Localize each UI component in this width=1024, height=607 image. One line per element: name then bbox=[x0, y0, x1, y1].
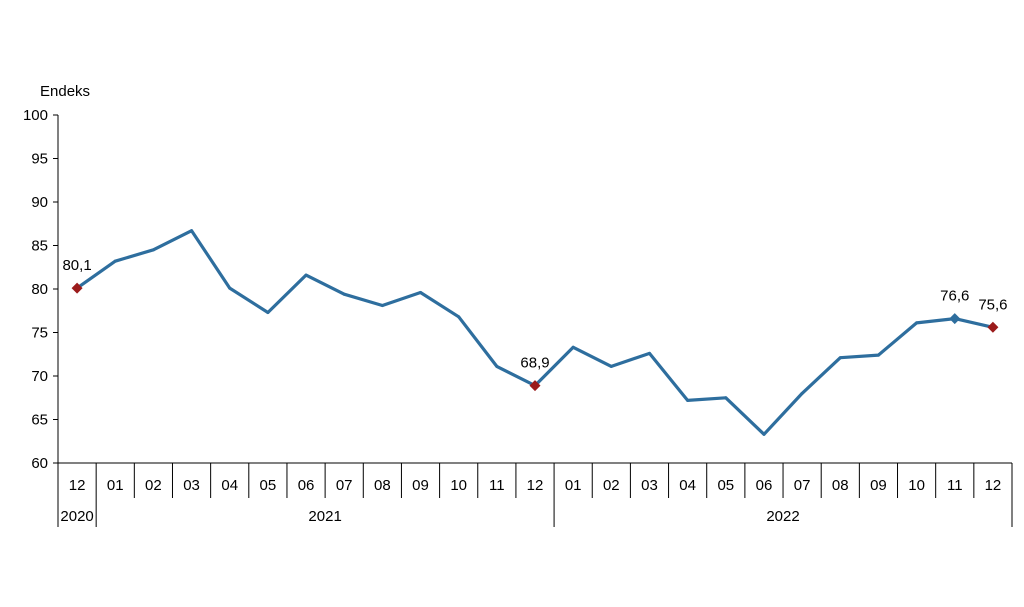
x-tick-label: 04 bbox=[679, 477, 696, 494]
data-point bbox=[228, 286, 232, 290]
data-point bbox=[571, 345, 575, 349]
y-tick-label: 85 bbox=[31, 238, 48, 255]
x-tick-label: 09 bbox=[870, 477, 887, 494]
data-point bbox=[113, 259, 117, 263]
data-point bbox=[724, 396, 728, 400]
x-tick-label: 01 bbox=[107, 477, 124, 494]
diamond-marker bbox=[949, 313, 961, 325]
x-tick-label: 06 bbox=[298, 477, 315, 494]
year-labels: 2020 2021 2022 bbox=[60, 508, 799, 525]
data-point bbox=[266, 310, 270, 314]
data-point bbox=[800, 391, 804, 395]
series-group bbox=[75, 229, 995, 436]
data-label-group: 80,1 68,9 76,6 75,6 bbox=[62, 257, 1007, 371]
data-point bbox=[190, 229, 194, 233]
x-tick-label: 02 bbox=[603, 477, 620, 494]
x-tick-label: 11 bbox=[947, 477, 963, 494]
data-point bbox=[609, 364, 613, 368]
diamond-marker bbox=[987, 321, 999, 333]
data-point bbox=[915, 321, 919, 325]
x-tick-label: 08 bbox=[374, 477, 391, 494]
year-label: 2021 bbox=[308, 508, 341, 525]
data-label: 80,1 bbox=[62, 257, 91, 274]
y-tick-label: 65 bbox=[31, 412, 48, 429]
year-label: 2020 bbox=[60, 508, 93, 525]
diamond-marker bbox=[71, 282, 83, 294]
x-tick-label: 10 bbox=[450, 477, 467, 494]
x-tick-label: 12 bbox=[985, 477, 1002, 494]
data-point bbox=[686, 398, 690, 402]
y-tick-labels: 60 65 70 75 80 85 90 95 100 bbox=[23, 107, 48, 472]
x-tick-label: 07 bbox=[336, 477, 353, 494]
x-tick-label: 09 bbox=[412, 477, 429, 494]
y-tick-label: 80 bbox=[31, 281, 48, 298]
axes bbox=[53, 114, 1013, 527]
x-tick-label: 12 bbox=[527, 477, 544, 494]
y-tick-label: 100 bbox=[23, 107, 48, 124]
data-point bbox=[151, 248, 155, 252]
data-point bbox=[495, 364, 499, 368]
marker-group bbox=[71, 282, 999, 392]
x-tick-labels: 12 01 02 03 04 05 06 07 08 09 10 11 12 01 02 03 04 05 06 07… bbox=[69, 477, 1002, 494]
x-tick-label: 03 bbox=[641, 477, 658, 494]
data-point bbox=[342, 292, 346, 296]
data-label: 68,9 bbox=[520, 355, 549, 372]
x-tick-label: 08 bbox=[832, 477, 849, 494]
data-point bbox=[457, 315, 461, 319]
x-tick-label: 03 bbox=[183, 477, 200, 494]
data-point bbox=[380, 304, 384, 308]
x-tick-label: 04 bbox=[221, 477, 238, 494]
y-axis-label: Endeks bbox=[40, 83, 90, 100]
y-tick-label: 90 bbox=[31, 194, 48, 211]
data-point bbox=[647, 351, 651, 355]
x-tick-label: 10 bbox=[908, 477, 925, 494]
y-tick-label: 75 bbox=[31, 325, 48, 342]
x-tick-label: 06 bbox=[756, 477, 773, 494]
data-label: 76,6 bbox=[940, 288, 969, 305]
diamond-marker bbox=[529, 380, 541, 392]
x-tick-label: 02 bbox=[145, 477, 162, 494]
x-tick-label: 07 bbox=[794, 477, 811, 494]
data-point bbox=[876, 353, 880, 357]
series-line bbox=[75, 229, 995, 436]
x-tick-label: 01 bbox=[565, 477, 582, 494]
data-point bbox=[419, 290, 423, 294]
x-tick-label: 12 bbox=[69, 477, 86, 494]
data-point bbox=[762, 432, 766, 436]
y-tick-label: 60 bbox=[31, 455, 48, 472]
x-tick-label: 05 bbox=[260, 477, 277, 494]
y-tick-label: 70 bbox=[31, 368, 48, 385]
year-label: 2022 bbox=[766, 508, 799, 525]
data-label: 75,6 bbox=[978, 296, 1007, 313]
x-tick-label: 11 bbox=[489, 477, 505, 494]
data-point bbox=[304, 273, 308, 277]
data-point bbox=[838, 356, 842, 360]
y-tick-label: 95 bbox=[31, 151, 48, 168]
x-tick-label: 05 bbox=[717, 477, 734, 494]
